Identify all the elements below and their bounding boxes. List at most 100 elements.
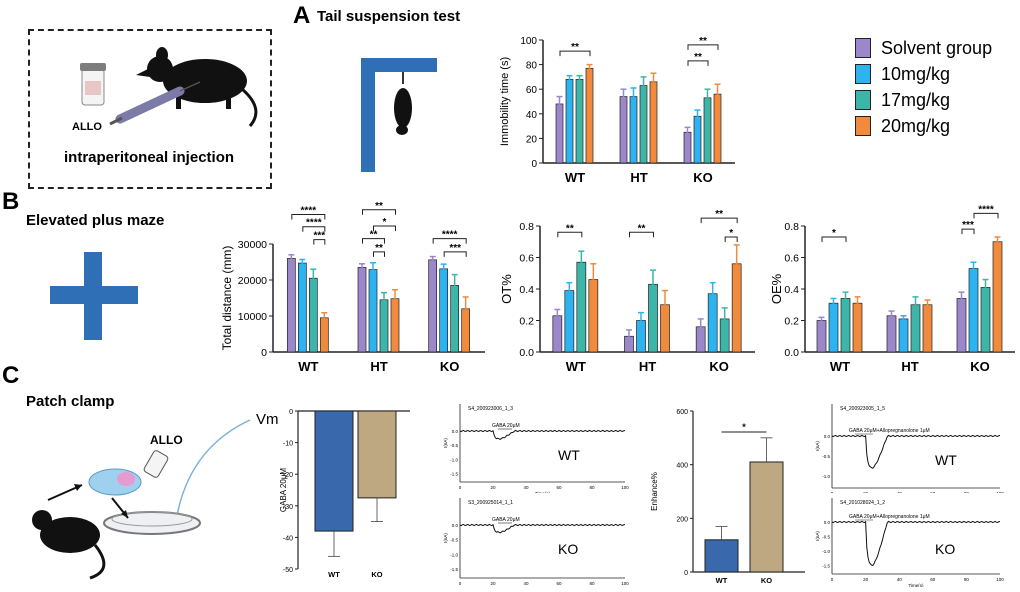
x-tick-label: 0	[831, 491, 834, 493]
significance-label: ****	[301, 205, 317, 216]
legend-swatch-solvent	[855, 38, 871, 58]
arrowhead-icon	[121, 510, 128, 518]
significance-label: *	[729, 228, 733, 239]
x-tick-label: 20	[490, 485, 496, 490]
y-tick-label: -20	[283, 472, 293, 479]
legend-label: 17mg/kg	[881, 89, 951, 110]
bar	[649, 81, 658, 164]
x-category-label: HT	[630, 170, 647, 185]
significance-label: **	[566, 223, 574, 234]
stimulus-label: GABA 20μM+Allopregnanolone 1μM	[849, 514, 930, 520]
bar	[379, 299, 389, 353]
significance-bracket	[821, 236, 847, 243]
tail-suspension-icon	[361, 58, 437, 172]
bar	[922, 304, 933, 353]
y-tick-label: 20	[526, 134, 538, 145]
legend-item-10: 10mg/kg	[855, 61, 992, 87]
legend-item-17: 17mg/kg	[855, 87, 992, 113]
trace-wt-allo: 0.0-0.5-1.0020406080100Time(s)I(nA)S4_20…	[815, 404, 1004, 493]
significance-bracket	[362, 209, 396, 215]
y-tick-label: -1.0	[822, 474, 830, 479]
x-tick-label: 0	[459, 485, 462, 490]
trace-title: S4_200923005_1_5	[840, 406, 885, 412]
x-tick-label: 40	[897, 491, 903, 493]
x-tick-label: 0	[831, 577, 834, 582]
brain-icon	[88, 468, 142, 496]
x-category-label: KO	[761, 576, 772, 585]
x-tick-label: 60	[556, 581, 562, 586]
y-tick-label: -10	[283, 441, 293, 448]
y-tick-label: 0	[531, 159, 537, 170]
significance-label: **	[375, 243, 383, 254]
bar	[368, 269, 378, 353]
significance-bracket	[961, 228, 975, 235]
genotype-label: WT	[935, 452, 957, 468]
y-axis-label: Total distance (mm)	[220, 246, 234, 351]
y-tick-label: -1.5	[450, 472, 458, 477]
y-tick-label: 20000	[238, 275, 267, 287]
bar	[555, 103, 564, 164]
y-tick-label: 30000	[238, 239, 267, 251]
legend-swatch-17	[855, 90, 871, 110]
x-category-label: WT	[565, 170, 585, 185]
bar	[576, 261, 587, 353]
bar	[629, 96, 638, 164]
y-tick-label: -30	[283, 504, 293, 511]
x-category-label: KO	[371, 570, 382, 579]
panel-a-letter: A	[293, 2, 311, 29]
current-trace	[831, 434, 1000, 469]
y-tick-label: 0.0	[824, 434, 831, 439]
significance-label: **	[694, 52, 702, 63]
significance-bracket	[291, 213, 326, 220]
bar	[968, 268, 979, 353]
bar	[575, 79, 584, 164]
bar	[704, 539, 739, 573]
stimulus-label: GABA 20μM+Allopregnanolone 1μM	[849, 428, 930, 434]
panel-b-title: Elevated plus maze	[26, 212, 165, 229]
significance-label: ***	[313, 231, 325, 242]
y-tick-label: -40	[283, 535, 293, 542]
significance-label: ****	[978, 204, 994, 215]
bar	[852, 302, 863, 353]
legend-item-solvent: Solvent group	[855, 35, 992, 61]
stimulus-label: GABA 20μM	[492, 423, 520, 429]
legend-label: 10mg/kg	[881, 63, 951, 84]
y-tick-label: -1.0	[822, 549, 830, 554]
immobility-chart: 0 20 40 60 80 100 Immobility time (s) WT HT KO ** *…	[499, 36, 735, 185]
injection-text: intraperitoneal injection	[64, 149, 235, 166]
y-tick-label: 0	[261, 347, 267, 359]
legend-label: Solvent group	[881, 37, 993, 58]
y-axis-label: I(nA)	[443, 438, 448, 448]
bar	[565, 79, 574, 164]
x-tick-label: 60	[930, 577, 936, 582]
mouse-icon	[32, 510, 106, 580]
bar	[564, 290, 575, 353]
current-trace	[459, 429, 625, 440]
x-tick-label: 20	[863, 577, 869, 582]
trace-wt-gaba: 0.0 -0.5 -1.0 -1.5 0 20 40 60 80 100 Time(s) I(nA) S…	[443, 404, 629, 493]
significance-label: **	[571, 42, 579, 53]
y-tick-label: 0.6	[519, 253, 534, 265]
y-tick-label: 0.2	[784, 316, 799, 328]
x-category-label: KO	[709, 359, 729, 374]
x-category-label: WT	[566, 359, 586, 374]
significance-bracket	[559, 50, 591, 57]
panel-c-title: Patch clamp	[26, 393, 115, 410]
y-tick-label: 100	[520, 36, 537, 47]
significance-label: **	[370, 230, 378, 241]
significance-label: *	[742, 422, 746, 432]
y-axis-label: I(nA)	[815, 441, 820, 451]
x-tick-label: 40	[523, 485, 529, 490]
bar	[319, 317, 329, 353]
y-tick-label: 0.0	[519, 347, 534, 359]
y-tick-label: 60	[526, 85, 538, 96]
vial-icon	[80, 63, 106, 106]
y-tick-label: -0.5	[450, 443, 458, 448]
vm-label: Vm	[256, 411, 279, 428]
significance-bracket	[557, 231, 583, 238]
bar	[693, 115, 702, 164]
bar	[357, 267, 367, 353]
genotype-label: KO	[935, 541, 955, 557]
legend-item-20: 20mg/kg	[855, 113, 992, 139]
y-tick-label: 0	[289, 409, 293, 416]
